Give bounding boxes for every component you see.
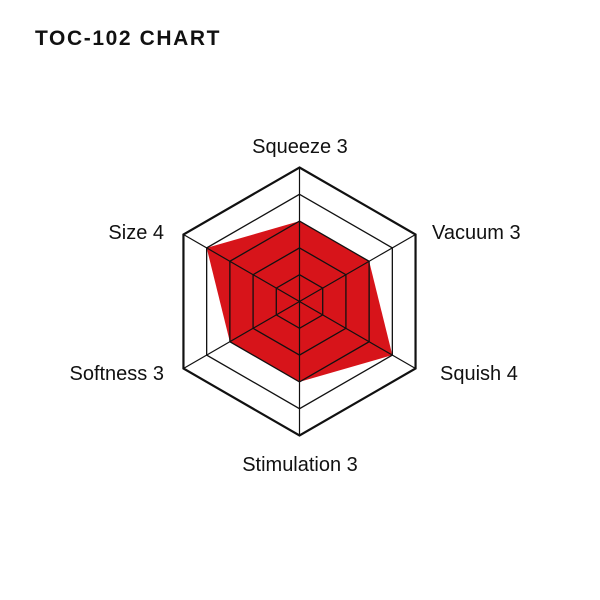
- axis-spoke-softness: [183, 300, 300, 370]
- axis-label-squish: Squish 4: [440, 363, 518, 385]
- axis-label-stimulation: Stimulation 3: [242, 454, 358, 476]
- axis-spoke-size: [183, 233, 300, 303]
- axis-spoke-squish: [299, 300, 416, 370]
- axis-label-vacuum: Vacuum 3: [432, 222, 521, 244]
- chart-title: TOC-102 CHART: [35, 27, 222, 50]
- axis-label-size: Size 4: [108, 222, 164, 244]
- axis-spoke-vacuum: [299, 233, 416, 303]
- axis-label-squeeze: Squeeze 3: [252, 136, 348, 158]
- axis-label-softness: Softness 3: [69, 363, 164, 385]
